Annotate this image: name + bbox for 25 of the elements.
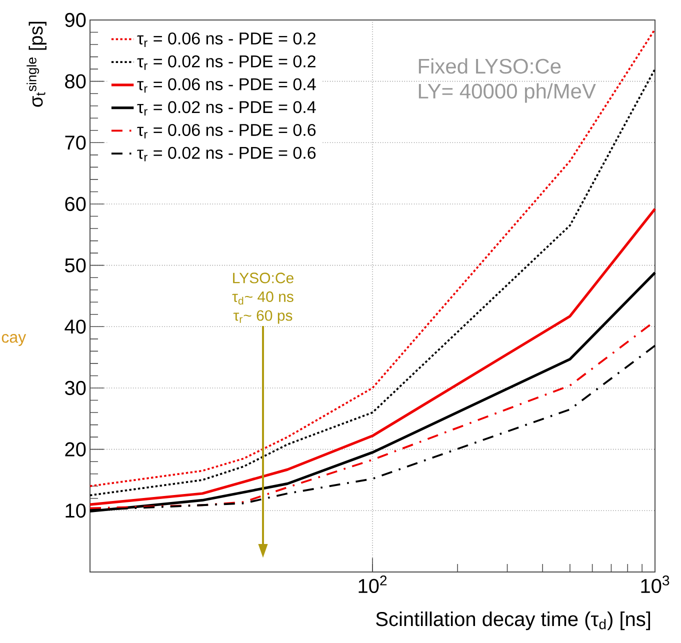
y-tick-label: 30 [65,380,86,396]
annotation: LYSO:Ce [233,272,294,284]
text: cay [2,334,26,346]
legend-label: τ$_{r}$ = 0.06 ns - PDE = 0.6 [137,124,316,138]
annotation: Fixed LYSO:Ce [418,58,561,74]
y-tick-label: 10 [66,504,86,518]
annotation: LY= 40000 ph/MeV [418,83,596,103]
annotation: τ$_{r}$~ 60 ps [233,310,292,324]
legend-label: τ$_{r}$ = 0.02 ns - PDE = 0.6 [137,146,316,162]
legend-label: τ$_{r}$ = 0.06 ns - PDE = 0.4 [137,78,316,93]
legend-label: τ$_{r}$ = 0.06 ns - PDE = 0.2 [137,32,316,47]
legend-label: τ$_{r}$ = 0.02 ns - PDE = 0.4 [137,101,316,116]
y-tick-label: 70 [65,136,86,150]
x-tick-label: 10$^{2}$ [358,576,387,594]
legend-label: τ$_{r}$ = 0.02 ns - PDE = 0.2 [137,55,316,70]
y-tick-label: 50 [65,258,86,272]
y-axis-title: σ$_{t}$$^{single}$ [ps] [26,22,46,107]
y-tick-label: 20 [65,442,86,456]
y-tick-label: 90 [65,12,86,28]
x-tick-label: 10$^{3}$ [641,576,670,594]
y-tick-label: 60 [65,196,86,212]
annotation: τ$_{d}$~ 40 ns [232,291,294,305]
y-tick-label: 80 [65,74,86,88]
x-axis-title: Scintillation decay time (τ$_{d}$) [ns] [376,612,650,630]
y-tick-label: 40 [64,320,86,334]
